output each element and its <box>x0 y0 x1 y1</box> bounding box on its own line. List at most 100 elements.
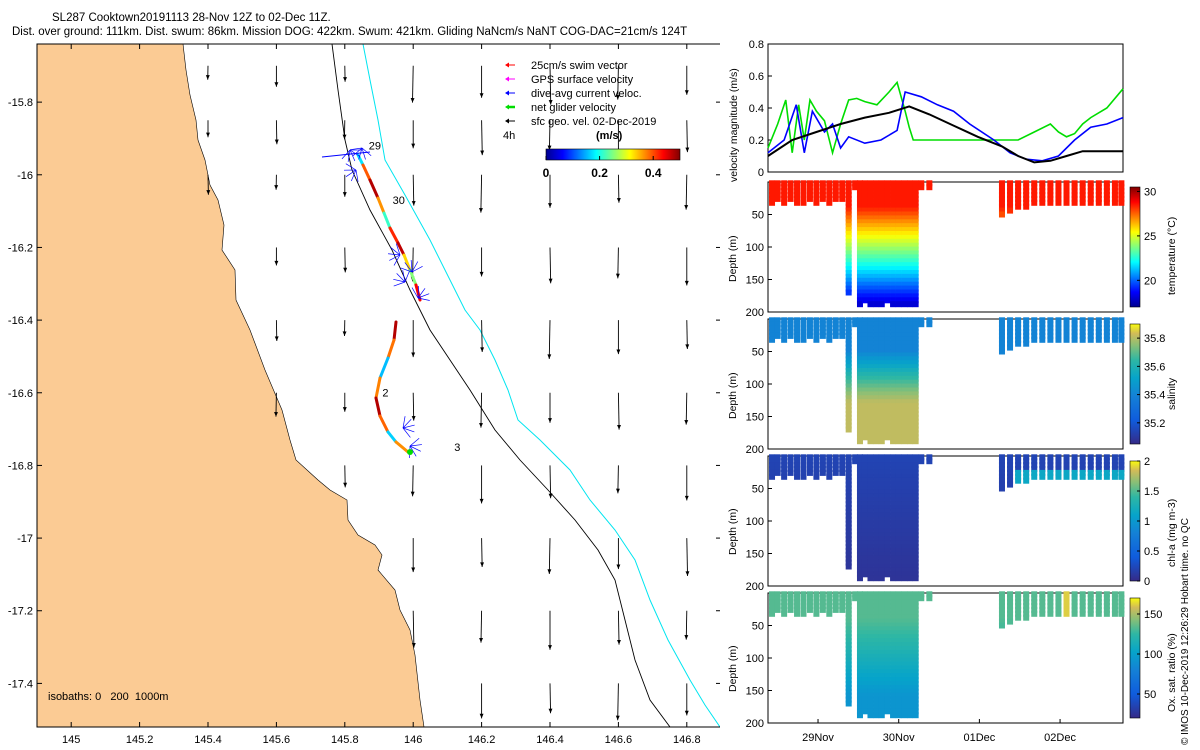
track-segment <box>396 241 406 257</box>
geo-velocity-arrowhead <box>548 278 553 284</box>
dac-vector <box>402 427 415 433</box>
section-sample <box>884 704 891 711</box>
section-sample <box>861 477 868 484</box>
section-sample <box>845 368 852 374</box>
section-sample <box>890 207 897 214</box>
section-sample <box>901 547 908 554</box>
section-sample <box>800 591 807 598</box>
section-sample <box>901 379 908 386</box>
section-sample <box>884 403 891 410</box>
section-sample <box>901 344 908 351</box>
section-sample <box>1023 469 1030 476</box>
section-sample <box>890 610 897 617</box>
geo-velocity-arrow <box>549 65 552 105</box>
section-sample <box>1007 469 1014 476</box>
section-sample <box>1111 199 1118 206</box>
section-y-tick-label: 50 <box>752 210 764 222</box>
section-sample <box>787 188 794 195</box>
section-sample <box>826 458 833 465</box>
section-sample <box>901 242 908 249</box>
section-sample <box>890 708 897 715</box>
section-sample <box>856 567 863 574</box>
section-sample <box>912 493 919 500</box>
section-sample <box>1079 332 1086 339</box>
section-sample <box>873 219 880 226</box>
section-sample <box>1007 207 1014 214</box>
section-sample <box>856 301 863 308</box>
section-sample <box>1087 199 1094 206</box>
section-sample <box>856 180 863 187</box>
section-sample <box>878 466 885 472</box>
section-sample <box>845 270 852 276</box>
section-sample <box>912 638 919 645</box>
section-sample <box>907 559 913 566</box>
section-sample <box>912 430 919 437</box>
section-sample <box>826 595 833 602</box>
section-sample <box>912 289 919 296</box>
section-sample <box>907 508 913 515</box>
section-sample <box>912 348 919 355</box>
section-sample <box>890 364 897 371</box>
map-x-tick-label: 145 <box>62 734 80 746</box>
section-sample <box>1023 595 1030 602</box>
section-sample <box>878 481 885 488</box>
section-sample <box>901 524 908 531</box>
section-sample <box>878 567 885 574</box>
section-sample <box>1023 614 1030 621</box>
section-sample <box>895 603 902 609</box>
section-sample <box>1118 336 1125 343</box>
section-sample <box>895 356 902 363</box>
section-sample <box>912 203 919 210</box>
section-sample <box>878 207 885 214</box>
section-sample <box>845 250 852 257</box>
section-sample <box>1023 317 1030 324</box>
section-sample <box>912 285 919 292</box>
section-sample <box>907 642 913 648</box>
section-sample <box>794 591 801 598</box>
section-sample <box>861 207 868 214</box>
section-sample <box>912 344 919 351</box>
section-sample <box>867 661 874 668</box>
geo-velocity-arrowhead <box>274 82 279 87</box>
section-sample <box>856 192 863 198</box>
section-sample <box>1071 466 1078 472</box>
section-sample <box>867 356 874 363</box>
section-sample <box>1007 344 1014 351</box>
section-sample <box>1071 458 1078 465</box>
section-y-tick-label: 200 <box>746 444 764 456</box>
section-sample <box>861 426 868 433</box>
section-sample <box>873 231 880 237</box>
section-sample <box>901 407 908 413</box>
section-sample <box>873 277 880 284</box>
section-sample <box>867 700 874 707</box>
section-sample <box>845 410 852 417</box>
section-sample <box>781 599 788 606</box>
section-sample <box>826 195 833 202</box>
section-sample <box>856 606 863 613</box>
section-sample <box>867 571 874 578</box>
section-sample <box>998 184 1005 191</box>
section-sample <box>832 329 839 335</box>
section-sample <box>845 497 852 504</box>
section-sample <box>873 184 880 191</box>
section-sample <box>878 203 885 210</box>
section-sample <box>845 387 852 394</box>
section-sample <box>873 203 880 210</box>
section-sample <box>1071 325 1078 332</box>
section-sample <box>845 681 852 687</box>
section-sample <box>1118 188 1125 195</box>
section-sample <box>800 603 807 609</box>
section-sample <box>1118 329 1125 335</box>
section-sample <box>1015 469 1022 476</box>
section-sample <box>861 215 868 222</box>
section-sample <box>901 512 908 519</box>
section-sample <box>1023 454 1030 461</box>
section-sample <box>878 215 885 222</box>
section-sample <box>878 383 885 390</box>
section-sample <box>867 371 874 378</box>
geo-velocity-arrow <box>617 683 619 721</box>
section-sample <box>907 677 913 684</box>
section-sample <box>912 614 919 621</box>
section-sample <box>1103 599 1110 606</box>
section-sample <box>826 606 833 613</box>
